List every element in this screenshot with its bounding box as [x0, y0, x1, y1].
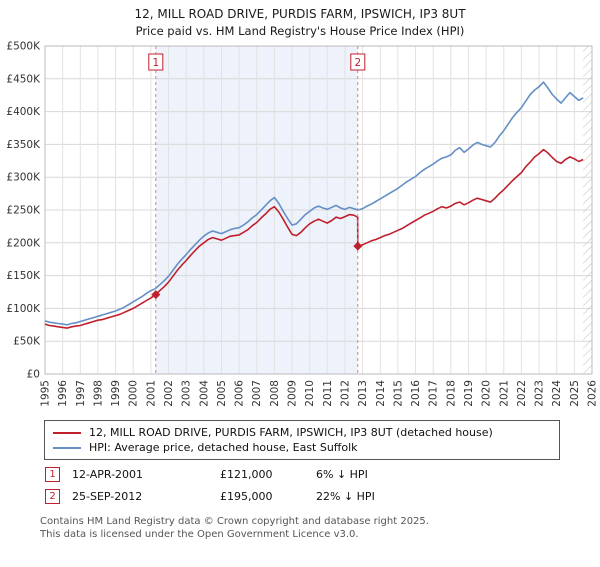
sale-flag-box-1	[148, 53, 164, 71]
sale-flag-box-2	[350, 53, 366, 71]
x-axis-label: 2005	[216, 380, 228, 407]
hpi-line	[44, 81, 584, 326]
y-axis-label: £300K	[6, 172, 41, 184]
x-axis-label: 2009	[287, 380, 299, 407]
hpi-line-swatch	[53, 446, 81, 449]
sale-flag-number-2: 2	[354, 57, 361, 69]
sale-flag-number-1: 1	[152, 57, 159, 69]
sale-2-flag: 2	[45, 489, 60, 504]
x-axis-label: 2010	[304, 380, 316, 407]
sale-annotation-2: 2 25-SEP-2012 £195,000 22% ↓ HPI	[45, 489, 600, 504]
legend-item-hpi[interactable]: HPI: Average price, detached house, East…	[51, 440, 553, 455]
x-axis-label: 2013	[357, 380, 369, 407]
x-axis-label: 2001	[145, 380, 157, 407]
sale-2-price: £195,000	[220, 490, 273, 503]
x-axis-label: 2011	[322, 380, 334, 407]
x-axis-label: 2012	[340, 380, 352, 407]
y-axis-label: £100K	[6, 303, 41, 315]
sale-annotation-1: 1 12-APR-2001 £121,000 6% ↓ HPI	[45, 467, 600, 482]
x-axis-label: 2020	[481, 380, 493, 407]
x-axis-label: 2006	[234, 380, 246, 407]
legend-item-property[interactable]: 12, MILL ROAD DRIVE, PURDIS FARM, IPSWIC…	[51, 425, 553, 440]
y-axis-label: £0	[27, 369, 40, 381]
sale-1-date: 12-APR-2001	[72, 468, 144, 481]
y-axis-label: £200K	[6, 237, 41, 249]
x-axis-label: 2015	[392, 380, 404, 407]
x-axis-label: 2002	[163, 380, 175, 407]
x-axis-label: 1996	[57, 380, 69, 407]
legend-label-property: 12, MILL ROAD DRIVE, PURDIS FARM, IPSWIC…	[89, 426, 493, 439]
y-axis-label: £450K	[6, 73, 41, 85]
sale-marker-2	[353, 241, 363, 251]
sale-2-date: 25-SEP-2012	[72, 490, 143, 503]
sale-2-hpi-delta: 22% ↓ HPI	[316, 490, 375, 503]
property-price-line	[44, 148, 584, 329]
x-axis-label: 2007	[251, 380, 263, 407]
x-axis-label: 2000	[128, 380, 140, 407]
x-axis-label: 2022	[516, 380, 528, 407]
x-axis-label: 2018	[445, 380, 457, 407]
page-subtitle: Price paid vs. HM Land Registry's House …	[135, 24, 465, 38]
y-axis-label: £500K	[6, 41, 41, 53]
x-axis-label: 1999	[110, 380, 122, 407]
sale-marker-1	[151, 290, 161, 300]
footer-line-1: Contains HM Land Registry data © Crown c…	[40, 516, 429, 527]
legend-label-hpi: HPI: Average price, detached house, East…	[89, 441, 358, 454]
x-axis-label: 2008	[269, 380, 281, 407]
page-title: 12, MILL ROAD DRIVE, PURDIS FARM, IPSWIC…	[134, 7, 466, 21]
license-footer: Contains HM Land Registry data © Crown c…	[40, 516, 600, 541]
x-axis-label: 2026	[587, 380, 599, 407]
future-hatch-region	[583, 46, 592, 374]
x-axis-label: 2019	[463, 380, 475, 407]
x-axis-label: 2025	[569, 380, 581, 407]
x-axis-label: 2014	[375, 380, 387, 407]
x-axis-label: 1998	[92, 380, 104, 407]
x-axis-label: 2017	[428, 380, 440, 407]
chart-legend: 12, MILL ROAD DRIVE, PURDIS FARM, IPSWIC…	[44, 420, 560, 460]
x-axis-label: 2024	[551, 380, 563, 407]
sale-1-flag: 1	[45, 467, 60, 482]
x-axis-label: 1997	[75, 380, 87, 407]
sale-1-price: £121,000	[220, 468, 273, 481]
y-axis-label: £400K	[6, 106, 41, 118]
y-axis-label: £150K	[6, 270, 41, 282]
x-axis-label: 2003	[181, 380, 193, 407]
property-line-swatch	[53, 431, 81, 434]
x-axis-label: 2023	[534, 380, 546, 407]
x-axis-label: 1995	[40, 380, 52, 407]
x-axis-label: 2021	[498, 380, 510, 407]
sale-1-hpi-delta: 6% ↓ HPI	[316, 468, 368, 481]
price-history-chart: £0 £50K £100K £150K £200K £250K £300K £350K £400…	[0, 40, 600, 416]
x-axis-label: 2004	[198, 380, 210, 407]
x-axis-label: 2016	[410, 380, 422, 407]
y-axis-label: £250K	[6, 205, 41, 217]
y-axis-label: £50K	[13, 336, 41, 348]
y-axis-label: £350K	[6, 139, 41, 151]
footer-line-2: This data is licensed under the Open Gov…	[40, 528, 359, 540]
chart-page: 12, MILL ROAD DRIVE, PURDIS FARM, IPSWIC…	[0, 7, 600, 541]
